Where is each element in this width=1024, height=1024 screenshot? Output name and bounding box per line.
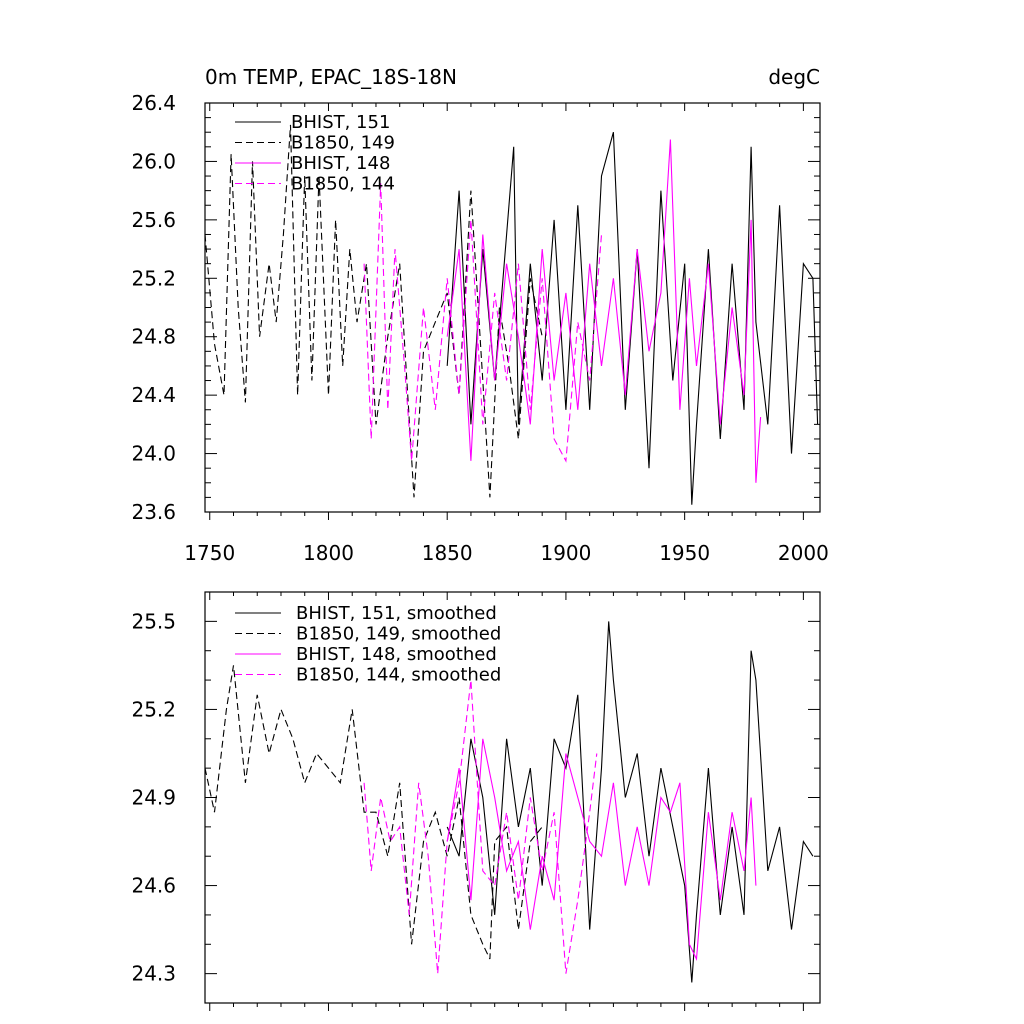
series-line-2 xyxy=(204,124,543,498)
panel-2: 24.3 24.6 24.9 25.2 25.5 BHIST, 151, smoothe… xyxy=(131,591,821,1011)
y-tick-label: 24.8 xyxy=(131,325,176,349)
panel-2-series xyxy=(204,621,814,983)
y-tick-label: 25.2 xyxy=(131,697,176,721)
y-tick-label: 26.4 xyxy=(131,91,176,115)
y-tick-label: 23.6 xyxy=(131,500,176,524)
legend-label-3: BHIST, 148, smoothed xyxy=(296,644,497,665)
series-line-1 xyxy=(446,621,814,983)
series-line-3 xyxy=(446,738,757,962)
legend-label-1: BHIST, 151, smoothed xyxy=(296,603,497,624)
panel-1-ticks xyxy=(205,102,820,520)
legend-label-4: B1850, 144 xyxy=(291,174,395,195)
y-tick-label: 24.6 xyxy=(131,874,176,898)
legend-label-1: BHIST, 151 xyxy=(291,112,390,133)
y-tick-label: 24.3 xyxy=(131,962,176,986)
y-tick-label: 26.0 xyxy=(131,149,176,173)
panel-2-y-tick-labels: 24.3 24.6 24.9 25.2 25.5 xyxy=(131,609,176,985)
panel-1-title-right: degC xyxy=(768,65,820,89)
legend-label-4: B1850, 144, smoothed xyxy=(296,665,501,686)
x-tick-label: 1950 xyxy=(659,541,710,565)
legend-label-2: B1850, 149 xyxy=(291,133,395,154)
y-tick-label: 25.5 xyxy=(131,609,176,633)
x-tick-label: 1750 xyxy=(184,541,235,565)
panel-1-y-tick-labels: 23.6 24.0 24.4 24.8 25.2 25.6 26.0 26.4 xyxy=(131,91,176,524)
panel-2-ticks xyxy=(205,591,820,1011)
panel-1-x-tick-labels: 1750 1800 1850 1900 1950 2000 xyxy=(184,541,829,565)
x-tick-label: 2000 xyxy=(778,541,829,565)
series-line-2 xyxy=(204,665,543,960)
series-line-1 xyxy=(446,132,819,505)
y-tick-label: 24.4 xyxy=(131,383,176,407)
y-tick-label: 25.2 xyxy=(131,266,176,290)
panel-1-title-left: 0m TEMP, EPAC_18S-18N xyxy=(205,65,457,89)
series-line-4 xyxy=(363,680,598,974)
x-tick-label: 1900 xyxy=(540,541,591,565)
panel-1: 0m TEMP, EPAC_18S-18N degC 23.624.024.42… xyxy=(131,65,828,565)
y-tick-label: 24.9 xyxy=(131,786,176,810)
legend-label-3: BHIST, 148 xyxy=(291,153,390,174)
y-tick-label: 25.6 xyxy=(131,208,176,232)
legend-label-2: B1850, 149, smoothed xyxy=(296,624,501,645)
x-tick-label: 1850 xyxy=(422,541,473,565)
series-line-3 xyxy=(446,139,762,483)
panel-1-series xyxy=(204,124,819,505)
x-tick-label: 1800 xyxy=(303,541,354,565)
y-tick-label: 24.0 xyxy=(131,442,176,466)
series-line-4 xyxy=(363,183,603,463)
